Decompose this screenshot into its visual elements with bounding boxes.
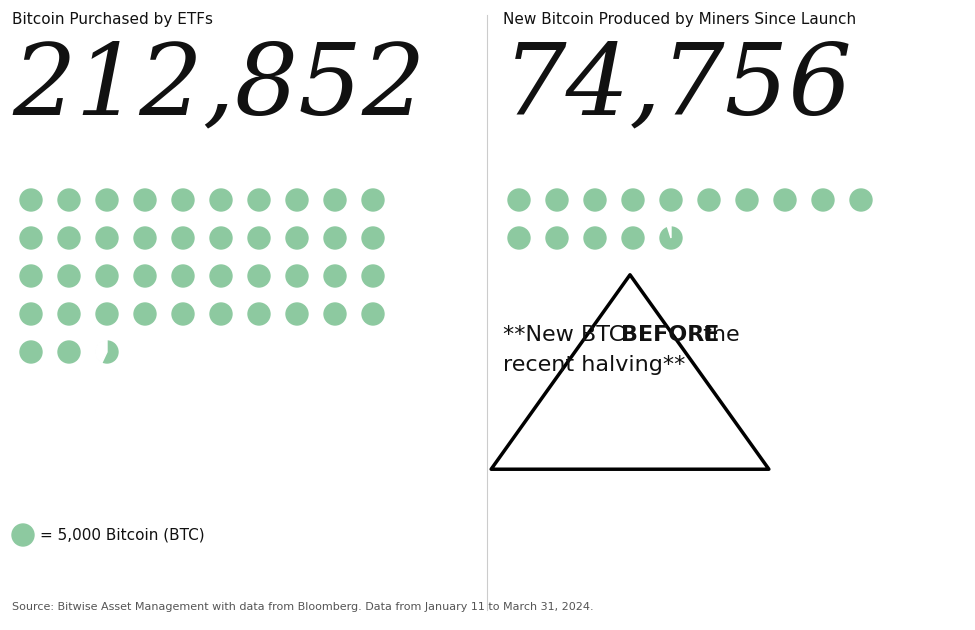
Circle shape	[362, 227, 384, 249]
Text: the: the	[696, 325, 740, 345]
Circle shape	[20, 265, 42, 287]
Circle shape	[660, 227, 682, 249]
Circle shape	[172, 227, 194, 249]
Circle shape	[20, 227, 42, 249]
Text: recent halving**: recent halving**	[503, 355, 685, 375]
Circle shape	[96, 227, 118, 249]
Circle shape	[58, 189, 80, 211]
Circle shape	[362, 265, 384, 287]
Circle shape	[248, 189, 270, 211]
Circle shape	[546, 227, 568, 249]
Circle shape	[210, 189, 232, 211]
Circle shape	[584, 227, 606, 249]
Circle shape	[172, 303, 194, 325]
Wedge shape	[95, 340, 107, 363]
Circle shape	[20, 341, 42, 363]
Text: = 5,000 Bitcoin (BTC): = 5,000 Bitcoin (BTC)	[40, 527, 205, 542]
Circle shape	[286, 265, 308, 287]
Text: New Bitcoin Produced by Miners Since Launch: New Bitcoin Produced by Miners Since Lau…	[503, 12, 856, 27]
Circle shape	[12, 524, 34, 546]
Circle shape	[172, 189, 194, 211]
Circle shape	[584, 189, 606, 211]
Circle shape	[96, 341, 118, 363]
Circle shape	[698, 189, 720, 211]
Circle shape	[286, 227, 308, 249]
Circle shape	[210, 303, 232, 325]
Circle shape	[850, 189, 872, 211]
Wedge shape	[667, 226, 671, 238]
Circle shape	[248, 303, 270, 325]
Circle shape	[20, 303, 42, 325]
Text: **New BTC: **New BTC	[503, 325, 632, 345]
Circle shape	[210, 227, 232, 249]
Circle shape	[736, 189, 758, 211]
Circle shape	[324, 189, 346, 211]
Circle shape	[660, 189, 682, 211]
Circle shape	[362, 189, 384, 211]
Text: 212,852: 212,852	[12, 40, 425, 135]
Circle shape	[508, 189, 530, 211]
Circle shape	[774, 189, 796, 211]
Circle shape	[248, 265, 270, 287]
Circle shape	[96, 265, 118, 287]
Circle shape	[58, 265, 80, 287]
Text: BEFORE: BEFORE	[621, 325, 720, 345]
Circle shape	[324, 265, 346, 287]
Circle shape	[248, 227, 270, 249]
Text: Bitcoin Purchased by ETFs: Bitcoin Purchased by ETFs	[12, 12, 213, 27]
Circle shape	[20, 189, 42, 211]
Circle shape	[134, 265, 156, 287]
Circle shape	[508, 227, 530, 249]
Circle shape	[324, 303, 346, 325]
Circle shape	[324, 227, 346, 249]
Circle shape	[134, 303, 156, 325]
Circle shape	[286, 189, 308, 211]
Circle shape	[58, 227, 80, 249]
Text: Source: Bitwise Asset Management with data from Bloomberg. Data from January 11 : Source: Bitwise Asset Management with da…	[12, 602, 594, 612]
Circle shape	[58, 303, 80, 325]
Circle shape	[134, 189, 156, 211]
Circle shape	[210, 265, 232, 287]
Circle shape	[812, 189, 834, 211]
Circle shape	[96, 303, 118, 325]
Circle shape	[546, 189, 568, 211]
Circle shape	[622, 227, 644, 249]
Circle shape	[58, 341, 80, 363]
Text: 74,756: 74,756	[503, 40, 853, 135]
Circle shape	[134, 227, 156, 249]
Circle shape	[172, 265, 194, 287]
Circle shape	[96, 189, 118, 211]
Circle shape	[286, 303, 308, 325]
Circle shape	[362, 303, 384, 325]
Circle shape	[622, 189, 644, 211]
